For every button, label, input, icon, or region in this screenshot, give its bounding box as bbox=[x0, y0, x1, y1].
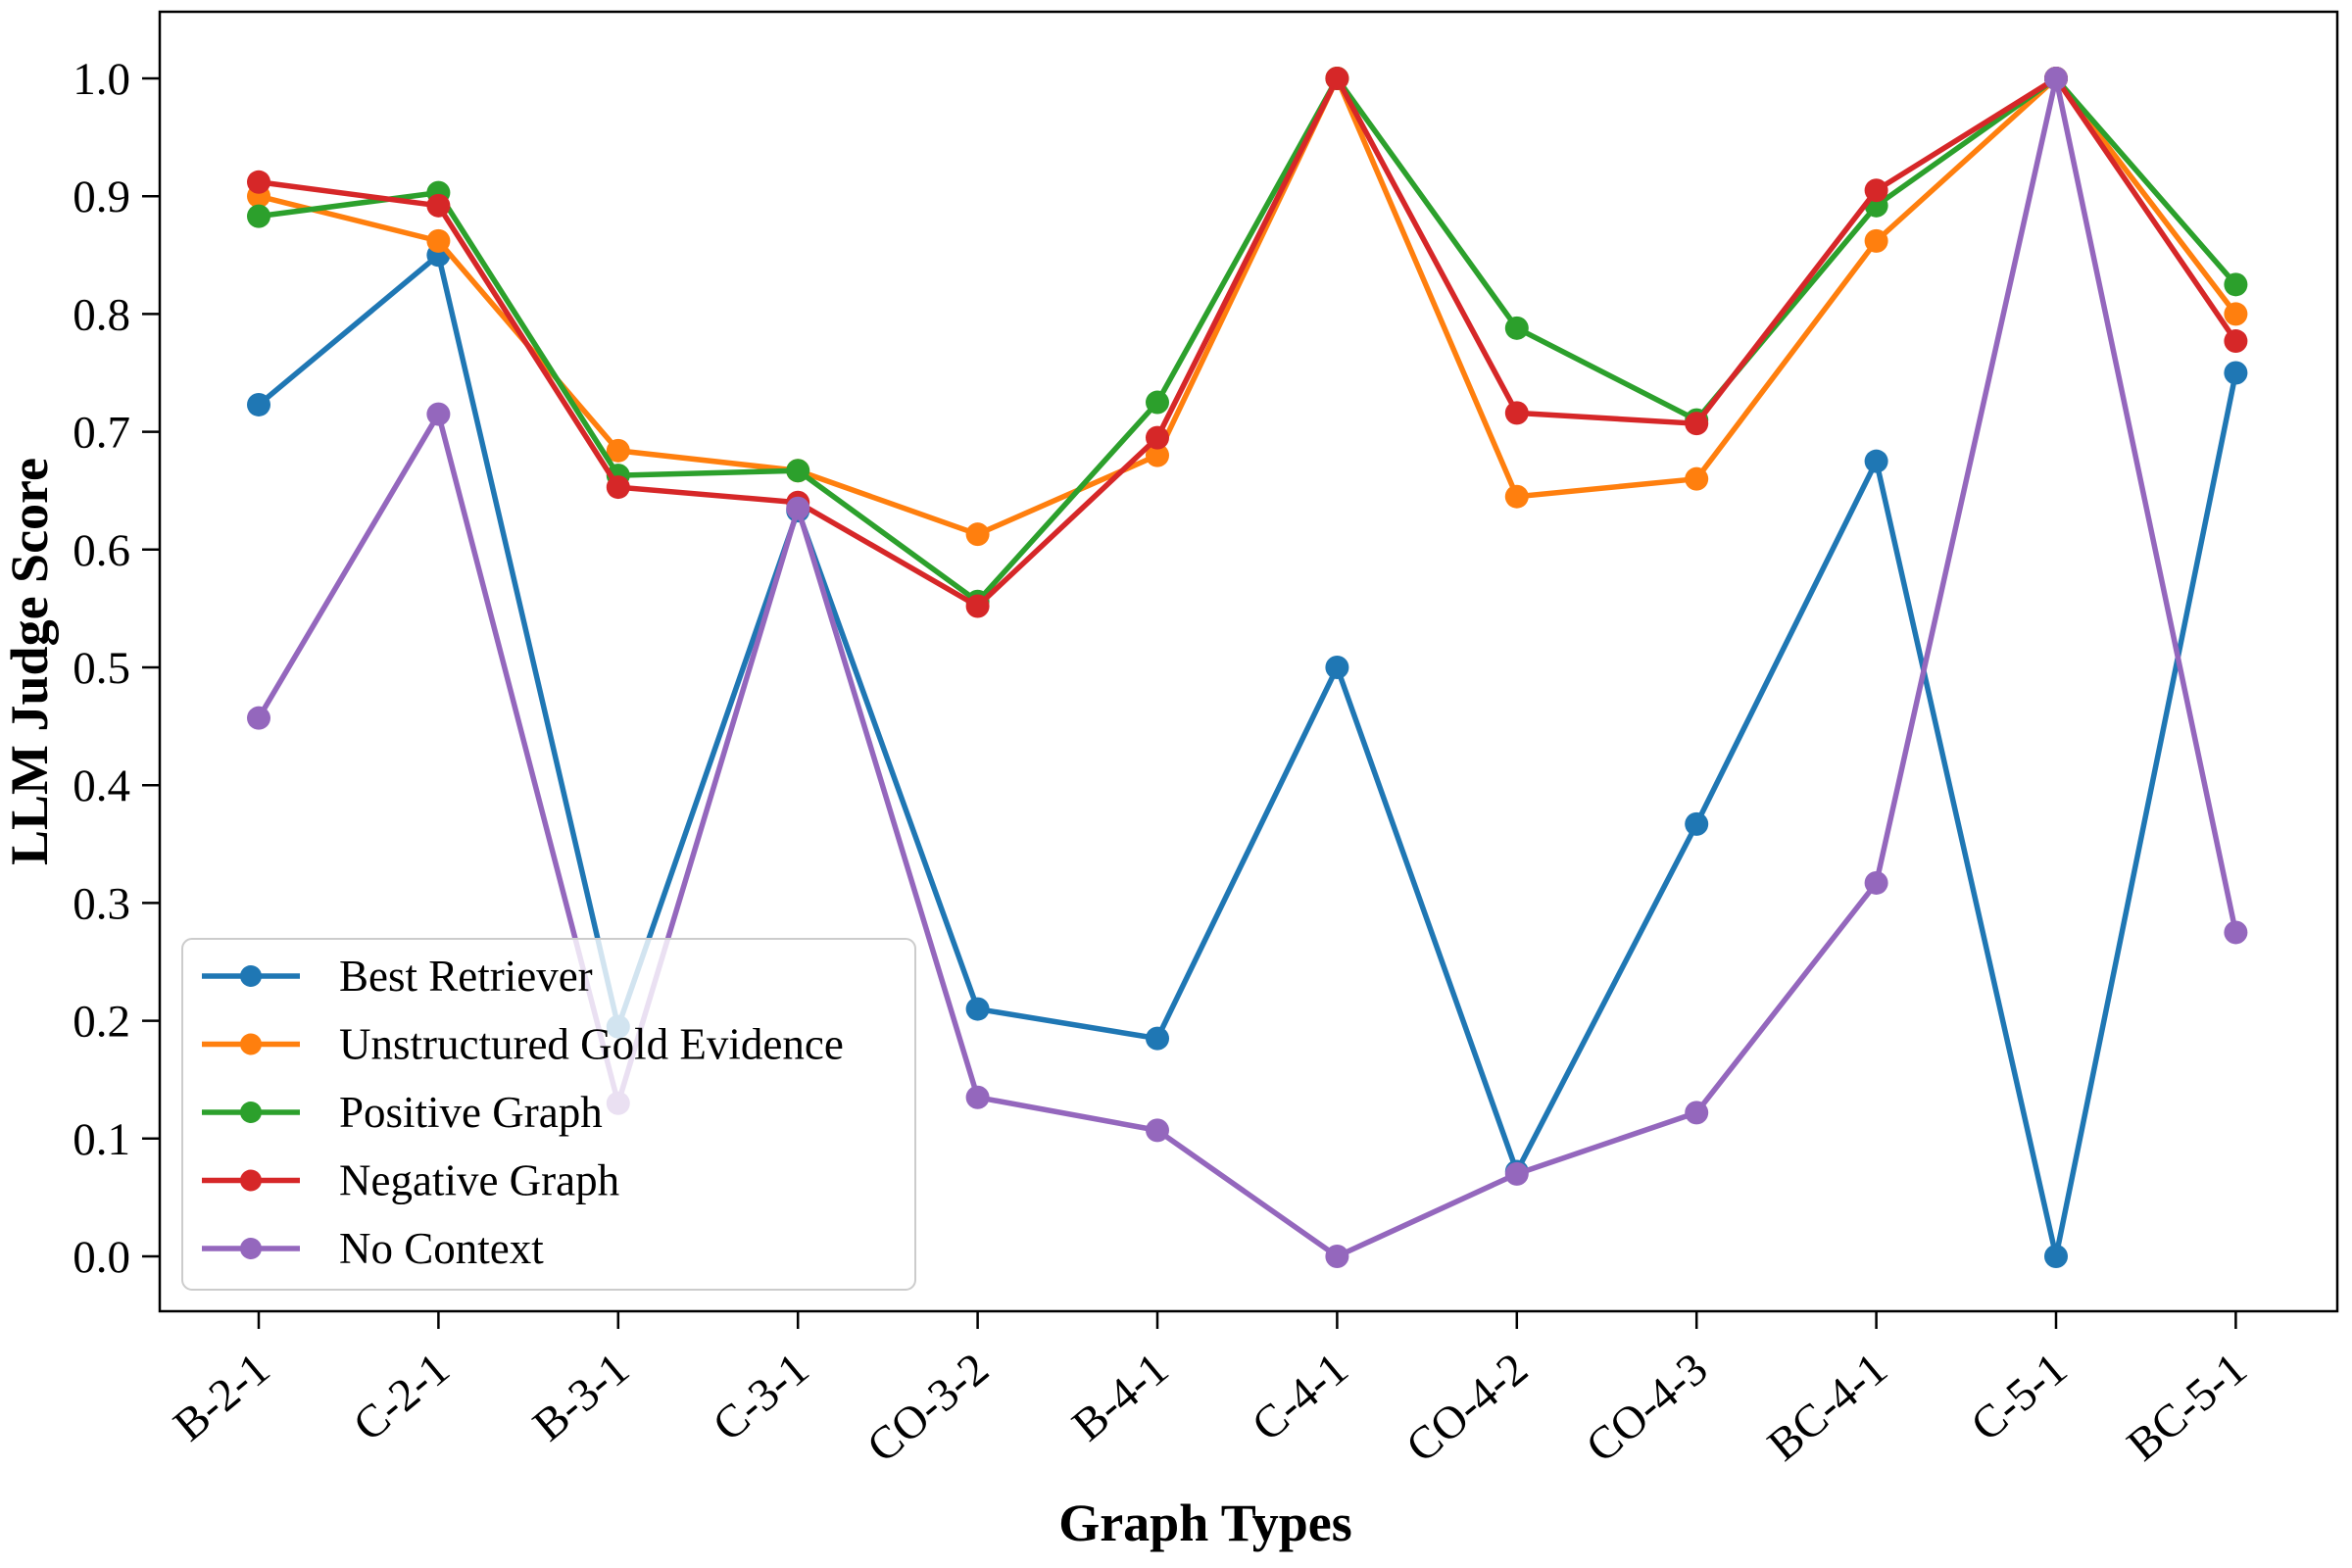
data-point-positive-graph-bc-5-1 bbox=[2224, 272, 2248, 297]
data-point-negative-graph-co-3-2 bbox=[965, 594, 990, 618]
legend-label: Positive Graph bbox=[339, 1088, 603, 1137]
data-point-no-context-bc-4-1 bbox=[1864, 870, 1888, 895]
data-point-no-context-co-3-2 bbox=[965, 1085, 990, 1109]
y-tick-label: 0.5 bbox=[73, 643, 130, 694]
y-tick-label: 0.3 bbox=[73, 878, 130, 929]
legend-item-negative-graph: Negative Graph bbox=[202, 1156, 619, 1205]
legend-box bbox=[181, 938, 916, 1291]
data-point-unstructured-gold-evidence-co-4-2 bbox=[1504, 484, 1529, 509]
legend-item-unstructured-gold-evidence: Unstructured Gold Evidence bbox=[202, 1020, 844, 1069]
data-point-best-retriever-bc-5-1 bbox=[2224, 361, 2248, 385]
y-tick-label: 0.9 bbox=[73, 172, 130, 222]
legend-marker-dot bbox=[240, 1169, 262, 1192]
y-tick-label: 1.0 bbox=[73, 54, 130, 105]
data-point-no-context-b-4-1 bbox=[1146, 1118, 1169, 1143]
data-point-no-context-co-4-3 bbox=[1685, 1101, 1709, 1125]
legend-label: Unstructured Gold Evidence bbox=[339, 1020, 844, 1069]
data-point-unstructured-gold-evidence-b-3-1 bbox=[606, 438, 630, 463]
series-line-unstructured-gold-evidence bbox=[256, 75, 2239, 537]
axes-spines bbox=[158, 10, 2339, 1313]
data-point-negative-graph-b-2-1 bbox=[247, 170, 270, 194]
series-line-negative-graph bbox=[256, 75, 2239, 610]
y-tick-label: 0.1 bbox=[73, 1114, 130, 1165]
data-point-no-context-c-2-1 bbox=[426, 402, 451, 426]
y-tick-label: 0.8 bbox=[73, 289, 130, 340]
data-point-unstructured-gold-evidence-c-2-1 bbox=[426, 228, 451, 253]
data-point-best-retriever-co-4-3 bbox=[1685, 811, 1709, 836]
legend-label: Negative Graph bbox=[339, 1156, 619, 1205]
data-point-best-retriever-bc-4-1 bbox=[1864, 449, 1888, 473]
y-axis: 0.0 0.1 0.2 0.3 0.4 0.5 0.6 0.7 0.8 0.9 1.0 bbox=[73, 54, 160, 1283]
legend-marker-dot bbox=[240, 1102, 262, 1123]
legend-marker-dot bbox=[240, 965, 262, 987]
data-point-no-context-c-3-1 bbox=[786, 496, 810, 520]
y-axis-title: LLM Judge Score bbox=[0, 458, 59, 865]
data-point-no-context-c-5-1 bbox=[2044, 67, 2068, 90]
data-point-negative-graph-bc-4-1 bbox=[1864, 178, 1888, 203]
data-point-no-context-b-2-1 bbox=[247, 706, 270, 730]
data-point-positive-graph-b-2-1 bbox=[247, 204, 270, 228]
data-point-best-retriever-c-5-1 bbox=[2044, 1245, 2068, 1268]
legend-label: No Context bbox=[339, 1224, 544, 1273]
data-point-best-retriever-b-4-1 bbox=[1146, 1026, 1169, 1051]
data-point-negative-graph-bc-5-1 bbox=[2224, 329, 2248, 354]
data-point-negative-graph-co-4-3 bbox=[1685, 412, 1709, 436]
series-line-positive-graph bbox=[256, 75, 2239, 605]
data-point-no-context-bc-5-1 bbox=[2224, 920, 2248, 945]
data-point-unstructured-gold-evidence-co-4-3 bbox=[1685, 466, 1709, 491]
data-point-best-retriever-c-4-1 bbox=[1325, 656, 1349, 679]
data-point-negative-graph-c-4-1 bbox=[1325, 67, 1349, 90]
data-point-positive-graph-c-3-1 bbox=[786, 459, 810, 483]
data-point-negative-graph-b-4-1 bbox=[1146, 425, 1169, 450]
data-point-negative-graph-co-4-2 bbox=[1504, 401, 1529, 425]
legend-item-no-context: No Context bbox=[202, 1224, 544, 1273]
legend-label: Best Retriever bbox=[339, 952, 593, 1001]
x-axis-title: Graph Types bbox=[1058, 1494, 1352, 1552]
data-point-unstructured-gold-evidence-b-4-1 bbox=[1146, 443, 1169, 467]
legend-item-positive-graph: Positive Graph bbox=[202, 1088, 603, 1137]
legend-marker-dot bbox=[240, 1033, 262, 1055]
data-point-positive-graph-co-4-2 bbox=[1504, 316, 1529, 340]
y-tick-label: 0.0 bbox=[73, 1232, 130, 1283]
data-point-no-context-c-4-1 bbox=[1325, 1245, 1349, 1268]
data-point-unstructured-gold-evidence-bc-4-1 bbox=[1864, 228, 1888, 253]
data-point-positive-graph-b-4-1 bbox=[1146, 390, 1169, 415]
data-point-best-retriever-co-3-2 bbox=[965, 997, 990, 1021]
y-tick-label: 0.6 bbox=[73, 525, 130, 576]
data-point-unstructured-gold-evidence-bc-5-1 bbox=[2224, 302, 2248, 326]
data-point-no-context-co-4-2 bbox=[1504, 1161, 1529, 1186]
data-point-negative-graph-b-3-1 bbox=[606, 475, 630, 500]
data-point-negative-graph-c-2-1 bbox=[426, 193, 451, 218]
legend-marker-dot bbox=[240, 1238, 262, 1259]
y-tick-label: 0.2 bbox=[73, 997, 130, 1048]
series-line-best-retriever bbox=[256, 252, 2239, 1259]
legend-item-best-retriever: Best Retriever bbox=[202, 952, 593, 1001]
y-tick-label: 0.7 bbox=[73, 408, 130, 459]
data-point-unstructured-gold-evidence-co-3-2 bbox=[965, 522, 990, 547]
y-tick-label: 0.4 bbox=[73, 760, 130, 811]
data-point-best-retriever-b-2-1 bbox=[247, 392, 270, 416]
legend: Best Retriever Unstructured Gold Evidence… bbox=[181, 938, 916, 1291]
